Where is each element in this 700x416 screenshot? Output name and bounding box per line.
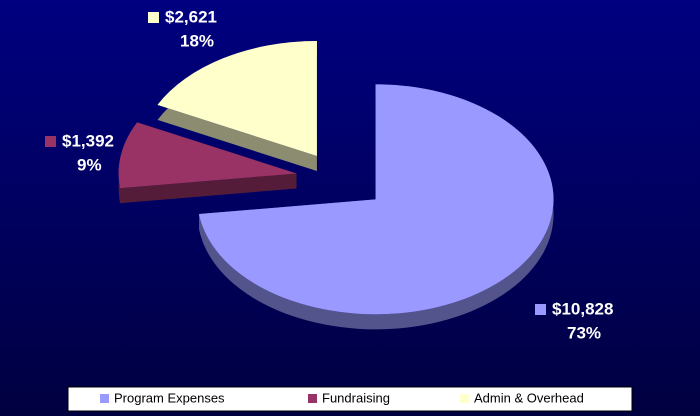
value-label: $2,621 (165, 7, 217, 26)
legend-swatch (100, 394, 109, 403)
slice (118, 122, 297, 189)
percent-label: 18% (180, 31, 214, 50)
slice (199, 84, 554, 315)
percent-label: 73% (567, 323, 601, 342)
value-label: $10,828 (552, 299, 613, 318)
legend-swatch (460, 394, 469, 403)
legend-box (67, 386, 633, 412)
percent-label: 9% (77, 155, 102, 174)
label-swatch (535, 304, 546, 315)
label-swatch (45, 136, 56, 147)
legend-label: Program Expenses (114, 390, 225, 405)
legend-label: Admin & Overhead (474, 390, 584, 405)
slice (157, 41, 317, 157)
legend-swatch (308, 394, 317, 403)
value-label: $1,392 (62, 131, 114, 150)
label-swatch (148, 12, 159, 23)
legend-label: Fundraising (322, 390, 390, 405)
